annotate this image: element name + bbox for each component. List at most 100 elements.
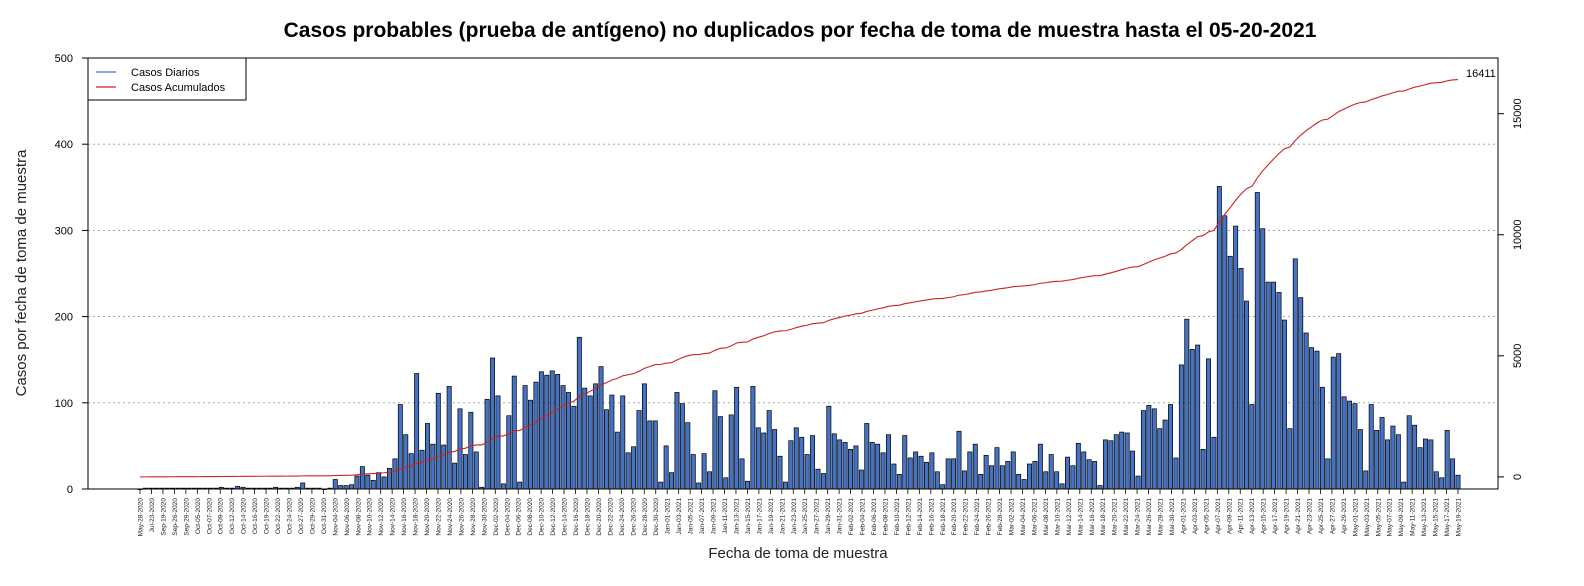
bar (1254, 192, 1260, 490)
bar (560, 385, 566, 490)
bar (1276, 292, 1282, 490)
bar (669, 472, 674, 490)
bar (397, 404, 403, 490)
bar (999, 465, 1005, 490)
bar (370, 480, 376, 490)
bar (750, 386, 756, 490)
legend-label-diarios: Casos Diarios (131, 67, 200, 79)
bar (425, 423, 430, 490)
x-tick-label: Oct-24-2020 (286, 498, 293, 535)
x-tick-label: Feb-20-2021 (951, 498, 958, 536)
x-tick-label: May-03-2021 (1364, 498, 1371, 537)
x-tick-label: Apr-13-2021 (1249, 498, 1256, 535)
x-tick-label: Nov-18-2020 (413, 498, 420, 536)
x-tick-label: Mar-18-2021 (1100, 498, 1107, 536)
bar (923, 461, 929, 490)
bar (902, 435, 908, 490)
bar (1146, 405, 1152, 490)
bar (1195, 344, 1201, 490)
bar (582, 387, 588, 490)
x-tick-label: Dec-16-2020 (573, 498, 580, 536)
bar (620, 395, 626, 490)
x-tick-label: May-17-2021 (1444, 498, 1451, 537)
x-tick-label: Mar-06-2021 (1031, 498, 1038, 536)
bar (896, 474, 902, 490)
bar (517, 481, 523, 490)
x-tick-label: Jan-17-2021 (756, 498, 763, 535)
bar (1162, 419, 1168, 490)
x-tick-label: Sep-29-2020 (183, 498, 190, 536)
bar (1265, 281, 1271, 490)
bar (408, 453, 414, 490)
x-tick-label: Jan-07-2021 (699, 498, 706, 535)
bar (853, 445, 859, 490)
bar (842, 442, 848, 490)
bar (1178, 364, 1184, 490)
bar (766, 410, 772, 490)
bar (1287, 428, 1293, 490)
bar (777, 455, 783, 490)
bar (1048, 454, 1054, 490)
bar (875, 443, 881, 490)
bar (446, 386, 452, 490)
bar (1422, 438, 1428, 490)
bar (1102, 439, 1108, 490)
x-tick-label: Apr-07-2021 (1215, 498, 1222, 535)
bar (1406, 415, 1412, 490)
x-tick-label: Dec-20-2020 (596, 498, 603, 536)
bar (609, 394, 615, 490)
y-tick-label: 200 (55, 312, 73, 324)
bar (1119, 431, 1125, 490)
bar (994, 447, 1000, 490)
x-tick-label: Dec-18-2020 (584, 498, 591, 536)
bar (799, 436, 805, 490)
bar (913, 451, 919, 490)
bar (734, 386, 740, 490)
bar (793, 427, 799, 490)
x-tick-label: Mar-20-2021 (1112, 498, 1119, 536)
bar (392, 458, 398, 490)
bar (571, 405, 577, 490)
bar (1124, 432, 1130, 490)
x-tick-label: Mar-24-2021 (1135, 498, 1142, 536)
bar (685, 422, 691, 490)
bar (522, 385, 528, 490)
bar (1065, 456, 1070, 490)
x-tick-label: Dec-30-2020 (653, 498, 660, 536)
bar (940, 484, 946, 490)
x-tick-label: Dec-22-2020 (607, 498, 614, 536)
bar (300, 482, 306, 490)
x-tick-label: Jan-19-2021 (768, 498, 775, 535)
bar (631, 446, 637, 490)
x-tick-label: Oct-05-2020 (195, 498, 202, 535)
bar (566, 392, 571, 490)
bar (484, 399, 490, 490)
x-tick-label: May-05-2021 (1375, 498, 1382, 537)
bar (1417, 447, 1423, 490)
bar (641, 383, 647, 490)
x-tick-label: Mar-12-2021 (1066, 498, 1073, 536)
bar (658, 481, 664, 490)
bar (1439, 477, 1445, 490)
bar (934, 471, 940, 490)
bar (1243, 300, 1249, 490)
bar (956, 430, 962, 490)
y2-tick-label: 5000 (1512, 344, 1524, 368)
x-tick-label: Oct-12-2020 (229, 498, 236, 535)
x-tick-label: Jan-13-2021 (733, 498, 740, 535)
bar (338, 485, 344, 490)
x-tick-label: Oct-07-2020 (206, 498, 213, 535)
y-tick-label: 400 (55, 139, 73, 151)
bar (745, 480, 750, 490)
bar (761, 432, 767, 490)
x-tick-label: Mar-04-2021 (1020, 498, 1027, 536)
x-tick-label: Apr-17-2021 (1272, 498, 1279, 535)
bar (886, 434, 891, 490)
bar (593, 383, 599, 490)
bar (1097, 485, 1103, 490)
x-tick-label: Nov-30-2020 (481, 498, 488, 536)
bar (511, 375, 517, 490)
bar (1319, 386, 1325, 490)
bar (359, 466, 365, 490)
